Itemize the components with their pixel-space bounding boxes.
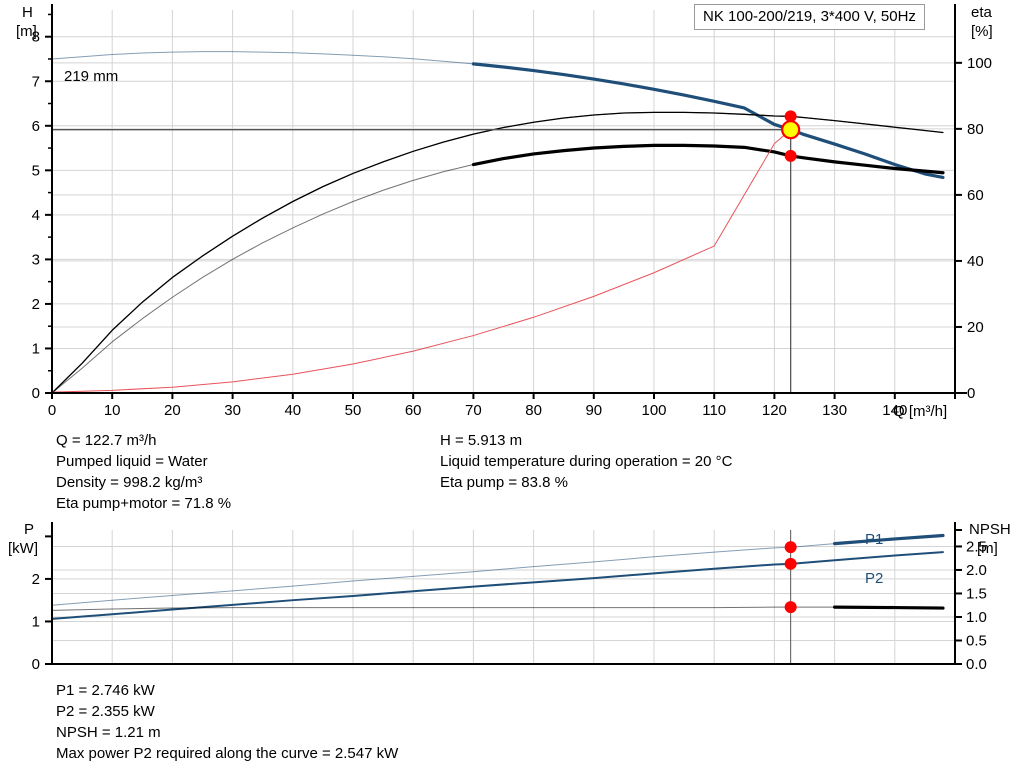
info-liquid: Pumped liquid = Water — [56, 453, 208, 470]
curve-eta-pump-motor-faint — [51, 144, 944, 394]
duty-info-left: Q = 122.7 m³/h Pumped liquid = Water Den… — [56, 432, 231, 516]
curve-p2 — [51, 551, 944, 620]
h-axis-tick-label: 8 — [32, 29, 40, 46]
p-axis-title: P — [24, 521, 35, 538]
curve-npsh-faint — [51, 606, 944, 611]
npsh-axis-unit: [m] — [977, 540, 998, 557]
curve-npsh — [833, 605, 945, 610]
npsh-axis-tick-label: 2.5 — [966, 538, 987, 555]
duty-marker-p2 — [784, 557, 797, 570]
info-q: Q = 122.7 m³/h — [56, 432, 157, 449]
eta-axis-title: eta — [971, 4, 992, 21]
duty-marker-p1 — [784, 541, 797, 554]
npsh-axis-title: NPSH — [969, 521, 1011, 538]
eta-axis-tick-label: 80 — [967, 121, 984, 138]
q-axis-tick-label: 0 — [48, 402, 56, 419]
pump-model-title: NK 100-200/219, 3*400 V, 50Hz — [694, 4, 925, 30]
q-axis-tick-label: 90 — [585, 402, 602, 419]
info-p1: P1 = 2.746 kW — [56, 682, 155, 699]
npsh-axis-tick-label: 0.5 — [966, 632, 987, 649]
q-axis-tick-label: 80 — [525, 402, 542, 419]
curve-eta-pump-motor — [471, 143, 945, 175]
h-axis-tick-label: 6 — [32, 118, 40, 135]
duty-info-right: H = 5.913 m Liquid temperature during op… — [440, 432, 732, 495]
h-axis-unit: [m] — [16, 23, 37, 40]
q-axis-tick-label: 60 — [405, 402, 422, 419]
q-axis-tick-label: 40 — [284, 402, 301, 419]
p-axis-unit: [kW] — [8, 540, 38, 557]
duty-marker-eta-pump — [784, 110, 797, 123]
info-temperature: Liquid temperature during operation = 20… — [440, 453, 733, 470]
info-density: Density = 998.2 kg/m³ — [56, 474, 203, 491]
q-axis-tick-label: 10 — [104, 402, 121, 419]
p-axis-tick-label: 0 — [32, 656, 40, 673]
curve-p1-faint — [51, 535, 944, 606]
h-axis-tick-label: 4 — [32, 207, 40, 224]
duty-marker-npsh — [784, 601, 797, 614]
curve-eta-pump-faint — [51, 111, 944, 394]
info-max-power: Max power P2 required along the curve = … — [56, 745, 399, 762]
h-axis-title: H — [22, 4, 33, 21]
eta-axis-tick-label: 60 — [967, 187, 984, 204]
npsh-axis-tick-label: 0.0 — [966, 656, 987, 673]
p2-curve-label: P2 — [865, 570, 884, 587]
info-p2: P2 = 2.355 kW — [56, 703, 155, 720]
p-axis-tick-label: 2 — [32, 571, 40, 588]
q-axis-tick-label: 30 — [224, 402, 241, 419]
eta-axis-tick-label: 20 — [967, 319, 984, 336]
info-eta-pump: Eta pump = 83.8 % — [440, 474, 568, 491]
eta-axis-unit: [%] — [971, 23, 993, 40]
info-h: H = 5.913 m — [440, 432, 523, 449]
p1-curve-label: P1 — [865, 531, 884, 548]
curve-eta-pump — [51, 111, 944, 394]
q-axis-title: Q [m³/h] — [893, 403, 948, 420]
q-axis-tick-label: 20 — [164, 402, 181, 419]
q-axis-tick-label: 130 — [822, 402, 847, 419]
eta-axis-tick-label: 0 — [967, 385, 975, 402]
npsh-axis-tick-label: 2.0 — [966, 562, 987, 579]
info-npsh: NPSH = 1.21 m — [56, 724, 161, 741]
curve-p1 — [833, 533, 945, 546]
curve-system-curve-faint — [51, 129, 792, 393]
q-axis-tick-label: 120 — [762, 402, 787, 419]
h-axis-tick-label: 3 — [32, 251, 40, 268]
npsh-axis-tick-label: 1.5 — [966, 585, 987, 602]
power-info-block: P1 = 2.746 kW P2 = 2.355 kW NPSH = 1.21 … — [56, 682, 398, 766]
duty-marker-eta-pump-motor — [784, 149, 797, 162]
h-axis-tick-label: 7 — [32, 73, 40, 90]
p-axis-tick-label: 1 — [32, 613, 40, 630]
h-axis-tick-label: 5 — [32, 162, 40, 179]
h-axis-tick-label: 0 — [32, 385, 40, 402]
info-eta-pump-motor: Eta pump+motor = 71.8 % — [56, 495, 232, 512]
eta-axis-tick-label: 40 — [967, 253, 984, 270]
q-axis-tick-label: 70 — [465, 402, 482, 419]
h-axis-tick-label: 1 — [32, 340, 40, 357]
curve-219-mm — [471, 62, 945, 180]
h-axis-tick-label: 2 — [32, 296, 40, 313]
duty-point-marker — [781, 120, 801, 140]
eta-axis-tick-label: 100 — [967, 55, 992, 72]
npsh-axis-tick-label: 1.0 — [966, 609, 987, 626]
q-axis-tick-label: 110 — [702, 402, 726, 419]
q-axis-tick-label: 50 — [345, 402, 362, 419]
q-axis-tick-label: 140 — [882, 402, 907, 419]
q-axis-tick-label: 100 — [641, 402, 666, 419]
impeller-size-label: 219 mm — [64, 68, 119, 85]
